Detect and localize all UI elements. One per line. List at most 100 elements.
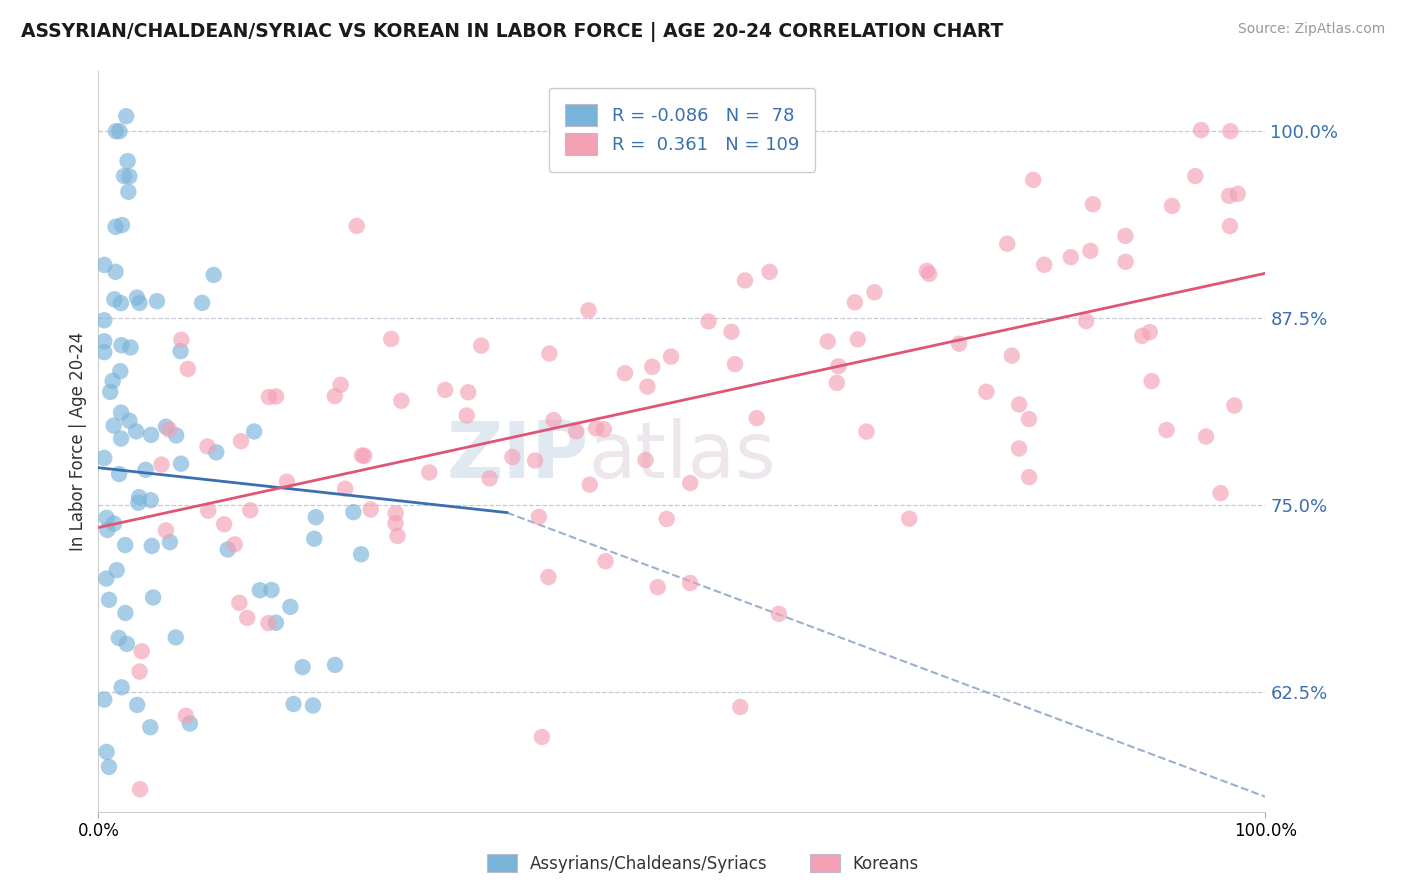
Point: [197, 439, 219, 453]
Point: [335, 482, 357, 496]
Point: [139, 493, 162, 508]
Point: [478, 471, 501, 485]
Point: [159, 535, 181, 549]
Point: [120, 341, 142, 355]
Point: [1140, 374, 1163, 388]
Text: atlas: atlas: [589, 418, 776, 494]
Point: [434, 383, 457, 397]
Point: [1195, 429, 1218, 443]
Point: [125, 425, 148, 439]
Point: [117, 154, 139, 169]
Point: [592, 422, 614, 436]
Point: [565, 424, 588, 438]
Point: [613, 366, 636, 380]
Text: ASSYRIAN/CHALDEAN/SYRIAC VS KOREAN IN LABOR FORCE | AGE 20-24 CORRELATION CHART: ASSYRIAN/CHALDEAN/SYRIAC VS KOREAN IN LA…: [21, 22, 1004, 42]
Point: [174, 708, 197, 723]
Point: [224, 537, 246, 551]
Point: [257, 616, 280, 631]
Point: [118, 169, 141, 184]
Point: [1081, 197, 1104, 211]
Point: [98, 592, 121, 607]
Point: [302, 698, 325, 713]
Point: [243, 425, 266, 439]
Point: [918, 267, 941, 281]
Point: [418, 466, 440, 480]
Point: [1033, 258, 1056, 272]
Point: [239, 503, 262, 517]
Point: [758, 265, 780, 279]
Point: [155, 419, 177, 434]
Point: [93, 313, 115, 327]
Point: [543, 413, 565, 427]
Point: [103, 516, 125, 531]
Point: [342, 505, 364, 519]
Point: [679, 476, 702, 491]
Point: [205, 445, 228, 459]
Point: [93, 450, 115, 465]
Point: [1076, 314, 1098, 328]
Point: [104, 124, 127, 138]
Point: [1223, 399, 1246, 413]
Point: [1219, 124, 1241, 138]
Point: [655, 512, 678, 526]
Point: [844, 295, 866, 310]
Point: [228, 596, 250, 610]
Point: [217, 542, 239, 557]
Point: [734, 273, 756, 287]
Point: [169, 344, 191, 359]
Point: [827, 359, 849, 374]
Point: [353, 449, 375, 463]
Point: [191, 296, 214, 310]
Point: [457, 385, 479, 400]
Point: [97, 760, 120, 774]
Point: [177, 362, 200, 376]
Point: [104, 265, 127, 279]
Point: [108, 467, 131, 481]
Point: [329, 377, 352, 392]
Point: [585, 421, 607, 435]
Point: [350, 449, 373, 463]
Point: [117, 185, 139, 199]
Point: [323, 389, 346, 403]
Point: [96, 572, 118, 586]
Point: [141, 539, 163, 553]
Point: [863, 285, 886, 300]
Point: [118, 414, 141, 428]
Point: [96, 745, 118, 759]
Point: [730, 700, 752, 714]
Point: [825, 376, 848, 390]
Point: [127, 496, 149, 510]
Point: [283, 697, 305, 711]
Point: [170, 333, 193, 347]
Point: [641, 359, 664, 374]
Point: [128, 490, 150, 504]
Point: [1060, 250, 1083, 264]
Legend: Assyrians/Chaldeans/Syriacs, Koreans: Assyrians/Chaldeans/Syriacs, Koreans: [481, 847, 925, 880]
Point: [1209, 486, 1232, 500]
Point: [280, 599, 302, 614]
Point: [1008, 397, 1031, 411]
Point: [595, 554, 617, 568]
Point: [915, 264, 938, 278]
Point: [724, 357, 747, 371]
Point: [110, 406, 132, 420]
Point: [538, 346, 561, 360]
Point: [110, 432, 132, 446]
Point: [129, 782, 152, 797]
Point: [179, 716, 201, 731]
Point: [197, 504, 219, 518]
Point: [115, 637, 138, 651]
Point: [976, 384, 998, 399]
Point: [578, 477, 600, 491]
Point: [150, 458, 173, 472]
Point: [93, 345, 115, 359]
Point: [260, 582, 283, 597]
Point: [898, 511, 921, 525]
Point: [128, 665, 150, 679]
Point: [745, 411, 768, 425]
Point: [115, 109, 138, 123]
Point: [155, 524, 177, 538]
Point: [229, 434, 252, 449]
Point: [139, 720, 162, 734]
Text: ZIP: ZIP: [446, 418, 589, 494]
